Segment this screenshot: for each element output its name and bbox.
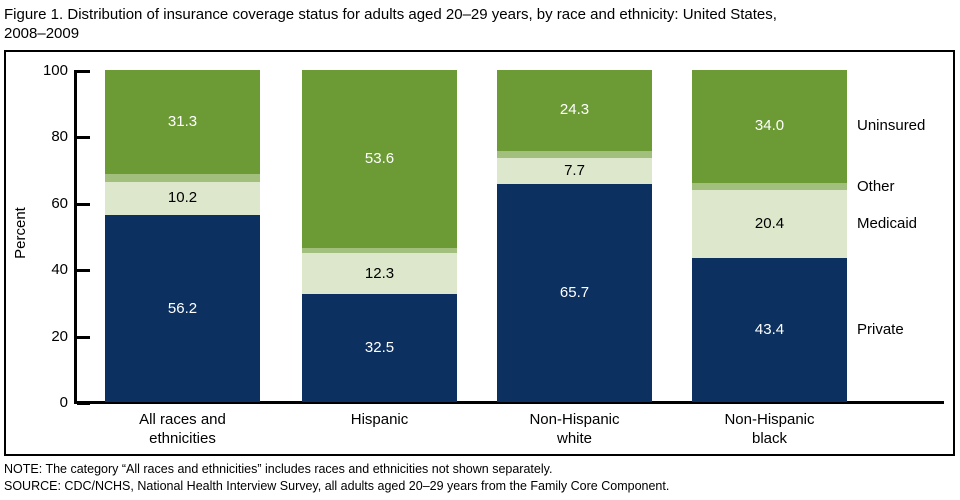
bar-segment-uninsured: [692, 70, 847, 183]
bar-value-label: 31.3: [167, 112, 198, 130]
category-label: Non-Hispanic white: [529, 411, 620, 447]
bar-segment-other: [692, 182, 847, 191]
bar-segment-medicaid: [497, 158, 652, 184]
bar-segment-other: [497, 150, 652, 159]
bar-value-label: 32.5: [364, 339, 395, 357]
bar-segment-uninsured: [497, 70, 652, 151]
x-axis-line: [74, 401, 944, 404]
bar-value-label: 43.4: [754, 320, 785, 338]
bar-segment-uninsured: [105, 70, 260, 174]
plot-area: 0 20 40 60 80 100 56.2 10.2 31.3 All races and et…: [6, 52, 953, 454]
figure-title-line2: 2008–2009: [4, 25, 80, 42]
bar-value-label: 24.3: [559, 101, 590, 119]
series-label-medicaid: Medicaid: [857, 215, 918, 233]
y-tick: [77, 269, 90, 273]
bar-value-label: 65.7: [559, 283, 590, 301]
bar-segment-medicaid: [692, 190, 847, 258]
y-tick: [77, 70, 90, 73]
category-label: Non-Hispanic black: [724, 411, 815, 447]
series-label-other: Other: [857, 177, 895, 195]
figure-title: Figure 1. Distribution of insurance cove…: [4, 5, 954, 43]
bar-value-label: 10.2: [167, 189, 198, 207]
y-tick-label: 60: [51, 194, 68, 212]
y-tick-label: 20: [51, 327, 68, 345]
bar-segment-private: [105, 215, 260, 402]
bar-value-label: 34.0: [754, 117, 785, 135]
series-label-private: Private: [857, 320, 904, 338]
bar-segment-uninsured: [302, 70, 457, 248]
bar-segment-other: [302, 247, 457, 254]
bar-segment-medicaid: [302, 253, 457, 295]
bar-segment-private: [497, 183, 652, 402]
y-tick: [77, 402, 90, 405]
bar-segment-private: [302, 294, 457, 402]
category-label: Hispanic: [350, 411, 409, 428]
figure-source: SOURCE: CDC/NCHS, National Health Interv…: [4, 479, 670, 493]
y-tick-label: 0: [59, 394, 68, 411]
bar-segment-other: [105, 173, 260, 182]
bar-value-label: 12.3: [364, 264, 395, 282]
bar-value-label: 53.6: [364, 149, 395, 167]
figure-note: NOTE: The category “All races and ethnic…: [4, 462, 553, 476]
category-label: All races and ethnicities: [139, 411, 226, 447]
bar-value-label: 7.7: [564, 162, 585, 180]
y-axis-line: [74, 70, 77, 404]
bar-segment-private: [692, 257, 847, 402]
y-tick: [77, 202, 90, 206]
bar-segment-medicaid: [105, 181, 260, 216]
figure-title-line1: Figure 1. Distribution of insurance cove…: [4, 6, 777, 23]
chart-frame: Percent 0 20 40 60 80 100 56.2 10.2 31.3 All race…: [4, 50, 955, 456]
bar-value-label: 56.2: [167, 299, 198, 317]
y-tick-label: 80: [51, 128, 68, 146]
y-tick-label: 100: [42, 62, 68, 79]
figure-notes: NOTE: The category “All races and ethnic…: [4, 461, 954, 495]
series-label-uninsured: Uninsured: [857, 117, 926, 135]
bar-value-label: 20.4: [754, 215, 785, 233]
y-tick: [77, 335, 90, 339]
y-tick: [77, 136, 90, 140]
y-tick-label: 40: [51, 261, 68, 279]
